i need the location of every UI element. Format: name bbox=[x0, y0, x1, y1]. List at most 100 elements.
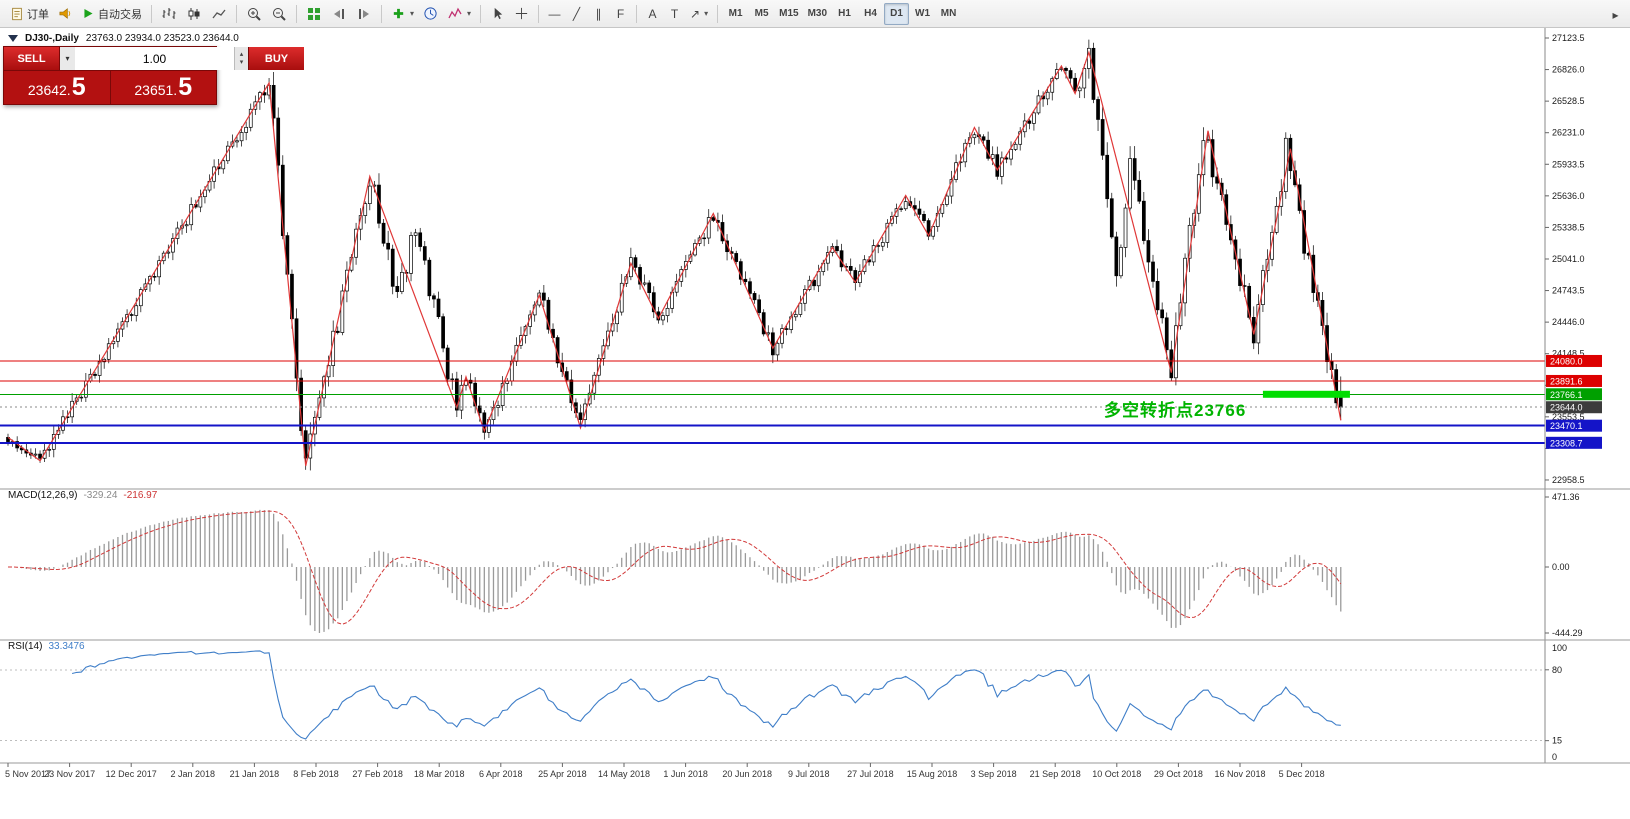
toolbar-separator bbox=[381, 4, 382, 23]
volume-spinner[interactable]: ▴ ▾ bbox=[234, 47, 248, 70]
svg-text:23644.0: 23644.0 bbox=[1550, 403, 1583, 413]
spinner-up-icon[interactable]: ▴ bbox=[239, 50, 244, 58]
svg-text:27 Feb 2018: 27 Feb 2018 bbox=[352, 769, 403, 779]
svg-text:29 Oct 2018: 29 Oct 2018 bbox=[1154, 769, 1203, 779]
svg-text:80: 80 bbox=[1552, 665, 1562, 675]
buy-button[interactable]: BUY bbox=[248, 47, 304, 70]
svg-text:26528.5: 26528.5 bbox=[1552, 96, 1585, 106]
plus-icon bbox=[393, 8, 404, 19]
sell-price-big-digit: 5 bbox=[71, 73, 86, 101]
indicators-button[interactable]: ▾ bbox=[443, 3, 475, 25]
svg-text:24148.5: 24148.5 bbox=[1552, 349, 1585, 359]
tile-windows-button[interactable] bbox=[302, 3, 326, 25]
volume-field-wrap: ▴ ▾ bbox=[75, 47, 248, 70]
chart-shift-button[interactable] bbox=[352, 3, 376, 25]
fibonacci-tool-button[interactable]: F bbox=[610, 3, 631, 25]
rsi-indicator-label: RSI(14) 33.3476 bbox=[8, 641, 85, 652]
chart-shift-icon bbox=[359, 8, 369, 19]
timeframe-h1-button[interactable]: H1 bbox=[832, 3, 857, 25]
svg-text:20 Jun 2018: 20 Jun 2018 bbox=[722, 769, 772, 779]
sell-button[interactable]: SELL bbox=[4, 47, 60, 70]
one-click-trade-panel: SELL ▾ ▴ ▾ BUY 23642. 5 23651. 5 bbox=[3, 46, 304, 105]
macd-main-value: -329.24 bbox=[83, 490, 118, 501]
volume-input[interactable] bbox=[75, 47, 234, 70]
timeframe-m5-button[interactable]: M5 bbox=[749, 3, 774, 25]
cursor-tool-button[interactable] bbox=[486, 3, 509, 25]
trendline-tool-button[interactable]: ╱ bbox=[566, 3, 587, 25]
chart-area: 27123.5 26826.0 26528.5 26231.0 25933.5 25636… bbox=[0, 28, 1630, 819]
candle-chart-type-button[interactable] bbox=[182, 3, 206, 25]
chevron-down-icon: ▾ bbox=[467, 9, 472, 18]
sell-price-main: 23642. bbox=[27, 82, 71, 98]
svg-text:27123.5: 27123.5 bbox=[1552, 33, 1585, 43]
horn-icon bbox=[59, 8, 71, 19]
zoom-out-button[interactable] bbox=[267, 3, 291, 25]
new-order-plus-button[interactable]: ▾ bbox=[387, 3, 418, 25]
new-order-label: 订单 bbox=[27, 8, 49, 21]
svg-text:3 Sep 2018: 3 Sep 2018 bbox=[971, 769, 1017, 779]
bar-chart-icon bbox=[162, 7, 176, 19]
svg-text:5 Nov 2017: 5 Nov 2017 bbox=[5, 769, 51, 779]
timeframe-m1-button[interactable]: M1 bbox=[723, 3, 748, 25]
svg-text:471.36: 471.36 bbox=[1552, 492, 1580, 502]
trade-controls-row: SELL ▾ ▴ ▾ BUY bbox=[4, 47, 304, 70]
svg-text:23766.1: 23766.1 bbox=[1550, 390, 1583, 400]
chart-symbol-info: DJ30-,Daily 23763.0 23934.0 23523.0 2364… bbox=[8, 33, 239, 44]
svg-text:24743.5: 24743.5 bbox=[1552, 286, 1585, 296]
toolbar-separator bbox=[236, 4, 237, 23]
text-tool-button[interactable]: A bbox=[642, 3, 663, 25]
clock-icon bbox=[424, 7, 437, 20]
svg-text:15: 15 bbox=[1552, 736, 1562, 746]
svg-text:12 Dec 2017: 12 Dec 2017 bbox=[106, 769, 157, 779]
new-order-button[interactable]: 订单 bbox=[6, 3, 53, 25]
chevron-down-icon: ▾ bbox=[704, 9, 709, 18]
spinner-down-icon[interactable]: ▾ bbox=[239, 58, 244, 66]
label-tool-button[interactable]: T bbox=[664, 3, 685, 25]
svg-text:8 Feb 2018: 8 Feb 2018 bbox=[293, 769, 339, 779]
line-chart-type-button[interactable] bbox=[207, 3, 231, 25]
rsi-name: RSI(14) bbox=[8, 641, 43, 652]
horizontal-line-tool-button[interactable]: — bbox=[544, 3, 565, 25]
auto-scroll-button[interactable] bbox=[327, 3, 351, 25]
ohlc-values: 23763.0 23934.0 23523.0 23644.0 bbox=[85, 33, 239, 44]
svg-text:0: 0 bbox=[1552, 752, 1557, 762]
bar-chart-type-button[interactable] bbox=[157, 3, 181, 25]
toolbar-overflow-button[interactable]: ▸ bbox=[1605, 4, 1626, 26]
one-click-toggle-icon[interactable] bbox=[8, 35, 18, 42]
svg-text:23 Nov 2017: 23 Nov 2017 bbox=[44, 769, 95, 779]
timeframe-mn-button[interactable]: MN bbox=[936, 3, 961, 25]
macd-indicator-label: MACD(12,26,9) -329.24 -216.97 bbox=[8, 490, 157, 501]
svg-text:25338.5: 25338.5 bbox=[1552, 222, 1585, 232]
timeframe-w1-button[interactable]: W1 bbox=[910, 3, 935, 25]
svg-text:23553.5: 23553.5 bbox=[1552, 412, 1585, 422]
crosshair-tool-button[interactable] bbox=[510, 3, 533, 25]
timeframe-h4-button[interactable]: H4 bbox=[858, 3, 883, 25]
svg-text:10 Oct 2018: 10 Oct 2018 bbox=[1092, 769, 1141, 779]
chart-canvas[interactable]: 27123.5 26826.0 26528.5 26231.0 25933.5 25636… bbox=[0, 28, 1630, 819]
zoom-in-button[interactable] bbox=[242, 3, 266, 25]
svg-text:24446.0: 24446.0 bbox=[1552, 317, 1585, 327]
svg-text:15 Aug 2018: 15 Aug 2018 bbox=[907, 769, 958, 779]
toolbar-separator bbox=[151, 4, 152, 23]
auto-scroll-icon bbox=[334, 8, 344, 19]
period-clock-button[interactable] bbox=[419, 3, 442, 25]
timeframe-d1-button[interactable]: D1 bbox=[884, 2, 910, 25]
channel-tool-button[interactable]: ∥ bbox=[588, 3, 609, 25]
alerts-button[interactable] bbox=[54, 3, 77, 25]
buy-price-big-digit: 5 bbox=[178, 73, 193, 101]
sell-price[interactable]: 23642. 5 bbox=[4, 71, 111, 104]
buy-price[interactable]: 23651. 5 bbox=[111, 71, 217, 104]
svg-text:21 Sep 2018: 21 Sep 2018 bbox=[1030, 769, 1081, 779]
timeframe-m30-button[interactable]: M30 bbox=[804, 3, 831, 25]
indicators-icon bbox=[448, 7, 462, 18]
svg-text:0.00: 0.00 bbox=[1552, 562, 1570, 572]
autotrade-button[interactable]: 自动交易 bbox=[78, 3, 146, 25]
toolbar: 订单 自动交易 ▾ ▾ bbox=[0, 0, 1630, 28]
timeframe-m15-button[interactable]: M15 bbox=[775, 3, 802, 25]
volume-dropdown-button[interactable]: ▾ bbox=[60, 47, 75, 70]
arrows-tool-button[interactable]: ↗ ▾ bbox=[686, 3, 712, 25]
svg-text:24080.0: 24080.0 bbox=[1550, 356, 1583, 366]
turning-point-annotation: 多空转折点23766 bbox=[1104, 401, 1247, 420]
toolbar-separator bbox=[538, 4, 540, 23]
rsi-value: 33.3476 bbox=[48, 641, 85, 652]
